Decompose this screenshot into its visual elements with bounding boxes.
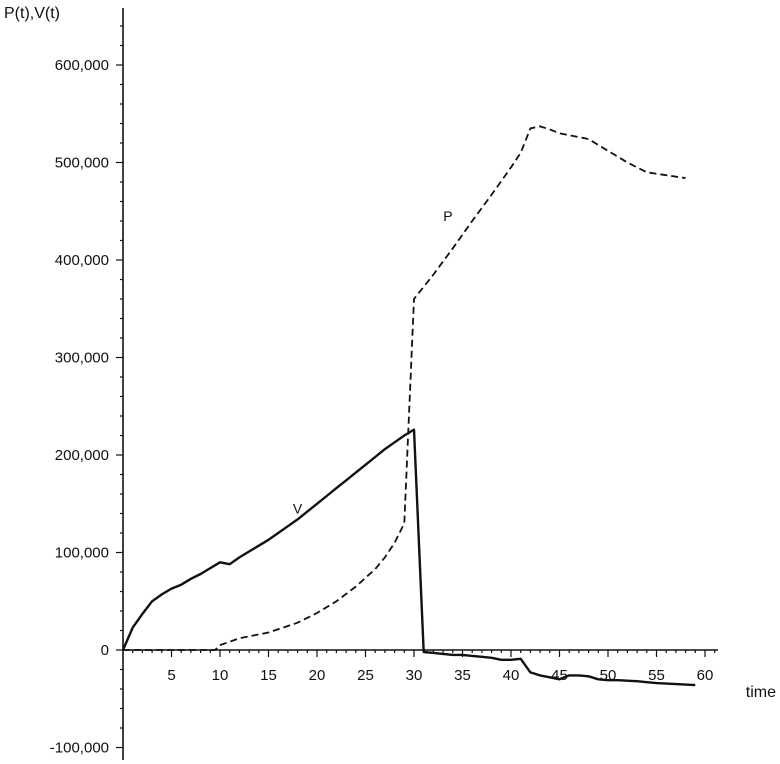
- series-line-p: [123, 125, 686, 651]
- y-tick-label: 300,000: [55, 350, 109, 367]
- y-tick-label: 0: [101, 642, 109, 659]
- y-tick-label: 100,000: [55, 545, 109, 562]
- axes: -100,000 0 100,000 200,000 300,000 400,000 500…: [4, 5, 776, 760]
- y-tick-label: 600,000: [55, 57, 109, 74]
- y-tick-label: -100,000: [50, 740, 109, 757]
- x-tick-label: 25: [357, 667, 374, 684]
- series-label-p: P: [443, 208, 452, 224]
- x-tick-label: 20: [309, 667, 326, 684]
- y-tick-label: 400,000: [55, 252, 109, 269]
- x-tick-label: 50: [600, 667, 617, 684]
- x-axis-title: time: [746, 684, 776, 701]
- x-tick-label: 5: [167, 667, 175, 684]
- series-layer: [121, 125, 696, 687]
- x-tick-label: 55: [648, 667, 665, 684]
- y-tick-label: 500,000: [55, 155, 109, 172]
- x-tick-label: 15: [260, 667, 277, 684]
- x-tick-label: 10: [212, 667, 229, 684]
- series-line-v: [121, 428, 696, 687]
- x-tick-label: 35: [454, 667, 471, 684]
- labels-layer: VP: [293, 208, 453, 517]
- x-tick-label: 30: [406, 667, 423, 684]
- x-tick-label: 40: [503, 667, 520, 684]
- x-tick-label: 60: [697, 667, 714, 684]
- x-tick-label: 45: [551, 667, 568, 684]
- y-tick-label: 200,000: [55, 447, 109, 464]
- series-label-v: V: [293, 501, 303, 517]
- y-axis-title: P(t),V(t): [4, 5, 60, 22]
